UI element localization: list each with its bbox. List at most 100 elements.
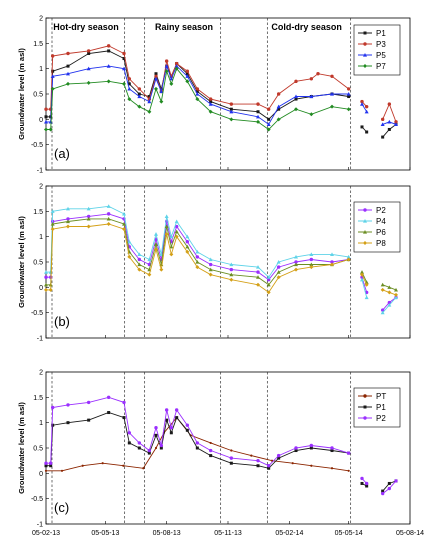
- data-point: [394, 122, 398, 126]
- data-point: [169, 76, 174, 81]
- y-tick-label: 0: [39, 471, 43, 478]
- data-point: [380, 122, 385, 126]
- data-point: [48, 461, 53, 465]
- data-point: [276, 270, 281, 274]
- data-point: [185, 79, 190, 84]
- data-point: [87, 51, 91, 55]
- data-point: [185, 234, 190, 239]
- data-point: [229, 107, 233, 111]
- data-point: [122, 416, 126, 420]
- series-line: [46, 218, 349, 286]
- data-point: [142, 467, 145, 470]
- data-point: [164, 59, 169, 63]
- data-point: [360, 481, 364, 485]
- data-point: [195, 446, 199, 450]
- data-point: [107, 411, 111, 415]
- data-point: [66, 81, 70, 86]
- panel-label: (b): [54, 314, 70, 329]
- data-point: [159, 446, 163, 450]
- legend-entry-p3: P3: [358, 40, 386, 49]
- data-point: [106, 216, 111, 221]
- data-point: [330, 92, 334, 96]
- data-point: [309, 252, 314, 256]
- data-point: [165, 418, 169, 422]
- y-tick-label: -1: [37, 522, 43, 529]
- data-point: [309, 257, 314, 262]
- series-p8: [44, 222, 398, 297]
- data-point: [137, 252, 142, 256]
- y-tick-label: 1: [39, 234, 43, 241]
- data-point: [256, 275, 260, 279]
- data-point: [229, 272, 234, 277]
- series-line: [46, 67, 349, 131]
- data-point: [66, 217, 70, 221]
- data-point: [256, 464, 260, 468]
- data-point: [195, 260, 200, 264]
- panel-3: -1 -0.5 0 0.5 1 1.5 2 Groundwater level (m asl)…: [17, 370, 424, 538]
- y-tick-label: 0.5: [33, 446, 43, 453]
- data-point: [51, 423, 55, 427]
- data-point: [87, 418, 91, 422]
- panel-label: (c): [54, 500, 69, 515]
- y-axis-label: Groundwater level (m asl): [17, 402, 26, 494]
- data-point: [195, 441, 200, 445]
- data-point: [208, 257, 213, 262]
- data-point: [122, 51, 126, 56]
- data-point: [137, 104, 142, 109]
- data-point: [267, 117, 271, 121]
- data-point: [147, 448, 152, 453]
- data-point: [330, 449, 334, 453]
- data-point: [185, 423, 190, 427]
- data-point: [230, 449, 233, 452]
- data-point: [154, 86, 158, 91]
- data-point: [127, 86, 132, 91]
- y-tick-label: 1.5: [33, 209, 43, 216]
- data-point: [330, 252, 334, 256]
- data-point: [394, 479, 398, 483]
- data-point: [208, 272, 213, 277]
- x-tick-label: 05-08-14: [396, 530, 424, 537]
- y-tick-label: -1: [37, 336, 43, 343]
- y-tick-label: 2: [39, 184, 43, 191]
- data-point: [101, 462, 104, 465]
- legend-entry-p1: P1: [358, 403, 386, 412]
- data-point: [164, 64, 169, 68]
- y-tick-label: 2: [39, 16, 43, 23]
- data-point: [147, 109, 152, 114]
- legend-label: P1: [376, 403, 386, 412]
- y-tick-label: 1.5: [33, 41, 43, 48]
- x-tick-label: 05-05-14: [335, 530, 363, 537]
- data-point: [169, 431, 173, 435]
- data-point: [154, 74, 158, 78]
- legend: P2 P4 P6 P8: [353, 201, 401, 253]
- data-point: [276, 453, 281, 458]
- legend-label: P1: [376, 29, 386, 38]
- data-point: [106, 44, 111, 48]
- data-point: [256, 270, 260, 274]
- data-point: [330, 262, 334, 267]
- data-point: [147, 99, 152, 104]
- data-point: [147, 451, 151, 455]
- data-point: [50, 86, 55, 91]
- data-point: [229, 117, 234, 122]
- data-point: [127, 239, 132, 244]
- data-point: [164, 214, 169, 218]
- data-point: [169, 244, 174, 249]
- y-tick-label: 1: [39, 420, 43, 427]
- x-tick-label: 05-02-13: [32, 530, 60, 537]
- data-point: [387, 481, 391, 485]
- data-point: [294, 260, 298, 264]
- data-point: [387, 119, 392, 124]
- data-point: [174, 64, 179, 68]
- legend-entry-p5: P5: [358, 51, 386, 60]
- data-point: [276, 117, 281, 122]
- data-point: [185, 244, 190, 249]
- data-point: [122, 464, 125, 467]
- data-point: [266, 290, 271, 295]
- data-point: [380, 310, 385, 315]
- series-line: [46, 205, 349, 278]
- data-point: [394, 287, 398, 292]
- data-point: [154, 247, 158, 252]
- data-point: [44, 115, 48, 119]
- data-point: [122, 227, 126, 232]
